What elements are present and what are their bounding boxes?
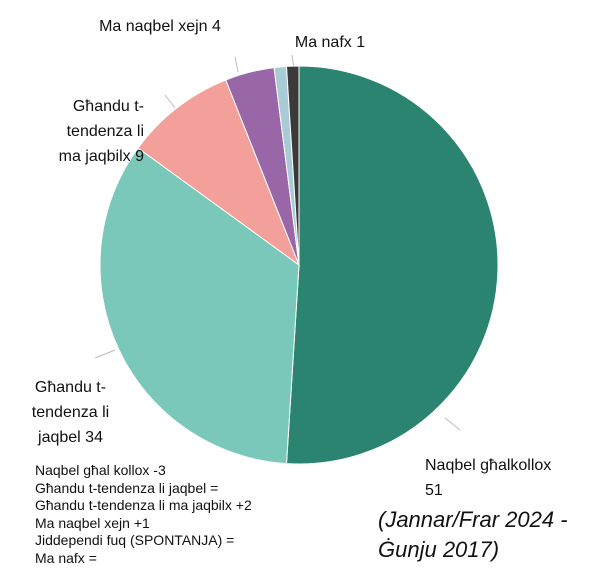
pie-slice: [137, 79, 301, 267]
pie-slice: [285, 65, 499, 465]
value-label: 4: [212, 18, 221, 35]
note: Jiddependi fuq (SPONTANJA) =: [35, 532, 235, 548]
pie-slice: [99, 147, 300, 465]
category-name: Għandu t-tendenza li ma jaqbilx: [58, 98, 144, 165]
note: Għandu t-tendenza li ma jaqbilx +2: [35, 497, 252, 513]
pie-slice: [285, 65, 300, 266]
value-label: 51: [425, 482, 443, 499]
note: Naqbel għal kollox -3: [35, 462, 166, 478]
value-label: 1: [356, 34, 366, 51]
value-label: 9: [135, 148, 144, 165]
slice-label: Għandu t-tendenza li ma jaqbilx 9: [40, 94, 144, 169]
category-name: Naqbel għalkollox: [425, 457, 552, 474]
category-name: Għandu t-tendenza li jaqbel: [31, 379, 110, 446]
category-name: Ma nafx: [294, 34, 352, 51]
subtitle: (Jannar/Frar 2024 - Ġunju 2017): [378, 507, 568, 562]
note: Ma naqbel xejn +1: [35, 514, 150, 531]
slice-label: Ma naqbel xejn 4: [60, 14, 260, 39]
slice-label: Naqbel għalkollox 51: [425, 453, 565, 503]
note: Għandu t-tendenza li jaqbel =: [35, 479, 219, 496]
leader-lines: [94, 54, 461, 431]
slice-label: Ma nafx 1: [265, 30, 395, 55]
note: Ma nafx =: [35, 549, 97, 566]
value-label: 34: [85, 429, 103, 446]
category-name: Ma naqbel xejn: [99, 18, 208, 35]
slice-label: Għandu t-tendenza li jaqbel 34: [18, 375, 123, 450]
